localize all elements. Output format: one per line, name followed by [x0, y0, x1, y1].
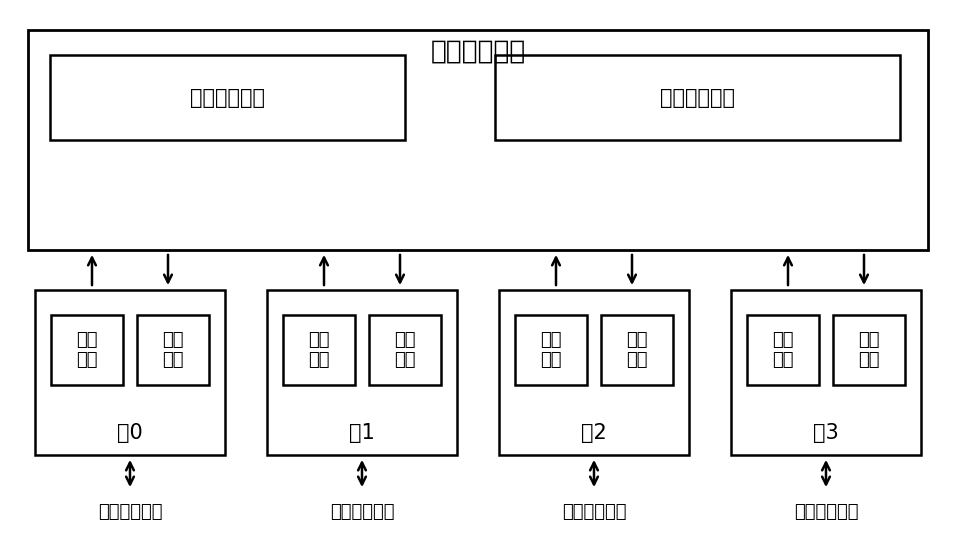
Text: 向量同步模块: 向量同步模块 — [430, 39, 526, 65]
Bar — [35, 290, 225, 455]
Text: 下级存储层次: 下级存储层次 — [98, 503, 162, 521]
Bar — [731, 290, 921, 455]
Text: 核0: 核0 — [117, 423, 143, 443]
Bar — [495, 55, 900, 140]
Bar — [499, 290, 689, 455]
Text: 同步
触发: 同步 触发 — [308, 330, 330, 369]
Text: 同步
检测: 同步 检测 — [162, 330, 184, 369]
Text: 向量分组信息: 向量分组信息 — [190, 87, 265, 108]
Text: 核2: 核2 — [582, 423, 606, 443]
Bar — [283, 315, 355, 385]
Text: 核1: 核1 — [349, 423, 375, 443]
Bar — [50, 55, 405, 140]
Text: 同步
检测: 同步 检测 — [627, 330, 648, 369]
Bar — [833, 315, 905, 385]
Text: 同步
触发: 同步 触发 — [772, 330, 794, 369]
Bar — [267, 290, 457, 455]
Text: 下级存储层次: 下级存储层次 — [330, 503, 395, 521]
Text: 同步
触发: 同步 触发 — [77, 330, 98, 369]
Bar — [747, 315, 819, 385]
Bar — [369, 315, 441, 385]
Text: 同步
触发: 同步 触发 — [540, 330, 561, 369]
Bar — [28, 30, 928, 250]
Bar — [51, 315, 123, 385]
Text: 核3: 核3 — [813, 423, 839, 443]
Text: 同步
检测: 同步 检测 — [395, 330, 416, 369]
Text: 下级存储层次: 下级存储层次 — [794, 503, 858, 521]
Bar — [601, 315, 673, 385]
Bar — [137, 315, 209, 385]
Text: 下级存储层次: 下级存储层次 — [561, 503, 627, 521]
Text: 向量同步信息: 向量同步信息 — [660, 87, 735, 108]
Bar — [515, 315, 587, 385]
Text: 同步
检测: 同步 检测 — [858, 330, 879, 369]
